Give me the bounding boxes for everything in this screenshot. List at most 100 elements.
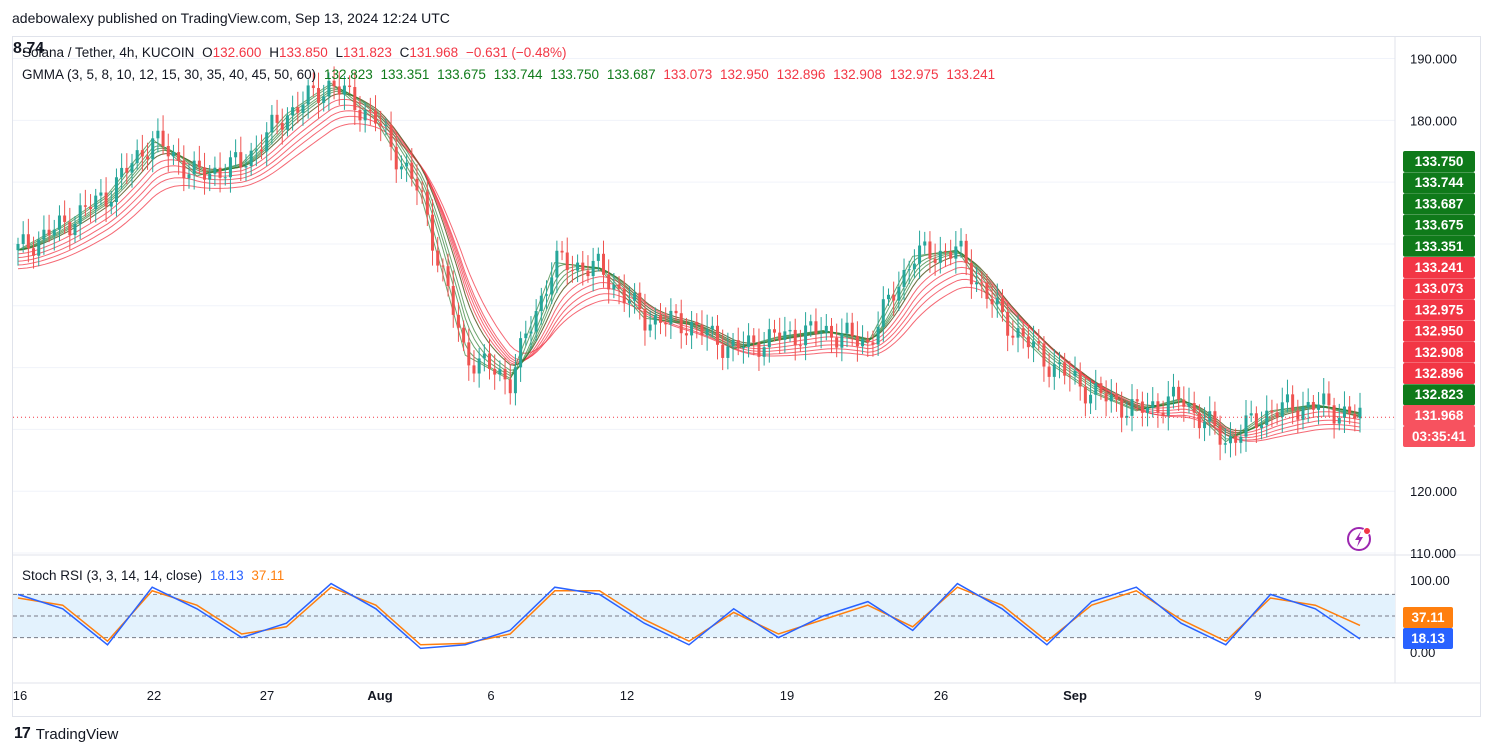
gmma-short-line: [17, 93, 1361, 432]
gmma-long-value: 132.950: [720, 67, 769, 82]
candle-body: [249, 150, 253, 167]
gmma-long-line: [17, 104, 1361, 436]
candle-body: [197, 160, 201, 168]
candle-body: [1094, 383, 1098, 395]
candle-body: [1337, 417, 1341, 424]
candle-body: [757, 342, 761, 357]
candle-body: [1073, 370, 1077, 377]
high-label: H: [269, 45, 279, 60]
candle-body: [94, 195, 98, 210]
candle-body: [576, 262, 580, 271]
candle-body: [902, 269, 906, 287]
candle-body: [772, 329, 776, 333]
rsi-k-value: 18.13: [209, 568, 244, 583]
candle-body: [1182, 399, 1186, 407]
candle-body: [809, 321, 813, 326]
rsi-k-line: [17, 582, 1361, 650]
publisher-line: adebowalexy published on TradingView.com…: [12, 10, 450, 26]
candle-body: [850, 322, 854, 337]
candle-body: [581, 262, 585, 271]
low-label: L: [335, 45, 344, 60]
candle-body: [897, 286, 901, 301]
candle-body: [57, 215, 61, 230]
candle-body: [353, 87, 357, 110]
tradingview-logo[interactable]: 17 TradingView: [14, 725, 118, 743]
candle-body: [171, 152, 175, 157]
candle-body: [1358, 407, 1362, 419]
candle-body: [275, 114, 279, 123]
time-tick-label: 16: [13, 688, 27, 703]
candle-body: [1135, 399, 1139, 402]
price-badge: 133.351: [1415, 239, 1464, 254]
candle-body: [1254, 413, 1258, 428]
gmma-short-value: 133.675: [437, 67, 486, 82]
lightning-icon[interactable]: [1346, 525, 1374, 558]
candle-body: [1234, 436, 1238, 443]
candle-body: [617, 284, 621, 289]
candle-body: [16, 243, 20, 251]
candle-body: [109, 201, 113, 207]
gmma-legend[interactable]: GMMA (3, 5, 8, 10, 12, 15, 30, 35, 40, 4…: [22, 67, 999, 82]
candle-body: [1089, 394, 1093, 404]
candle-body: [736, 340, 740, 349]
time-tick-label: 12: [620, 688, 634, 703]
candle-body: [1052, 364, 1056, 377]
candle-body: [1140, 401, 1144, 413]
candle-body: [488, 353, 492, 369]
gmma-long-value: 133.073: [663, 67, 713, 82]
candle-body: [633, 292, 637, 301]
candle-body: [1161, 412, 1165, 416]
candle-body: [690, 322, 694, 336]
candle-body: [985, 282, 989, 299]
candle-body: [1171, 386, 1175, 397]
candle-body: [871, 342, 875, 345]
gmma-long-value: 133.241: [946, 67, 996, 82]
candle-body: [177, 152, 181, 161]
candle-body: [270, 114, 274, 133]
candle-body: [1021, 328, 1025, 337]
candle-body: [959, 240, 963, 247]
candle-body: [120, 167, 124, 178]
candle-body: [291, 107, 295, 116]
ohlc-legend: Solana / Tether, 4h, KUCOIN O132.600 H13…: [22, 45, 571, 60]
candle-body: [855, 336, 859, 347]
candle-body: [104, 192, 108, 207]
symbol-label[interactable]: Solana / Tether, 4h, KUCOIN: [22, 45, 195, 60]
countdown-badge: 03:35:41: [1412, 429, 1467, 444]
candle-body: [482, 353, 486, 359]
candle-body: [420, 190, 424, 192]
rsi-d-badge-bg: [1403, 607, 1453, 628]
gmma-short-value: 132.823: [323, 67, 373, 82]
candle-body: [296, 107, 300, 113]
candle-body: [410, 162, 414, 179]
rsi-legend[interactable]: Stoch RSI (3, 3, 14, 14, close) 18.13 37…: [22, 568, 288, 583]
candle-body: [1197, 412, 1201, 429]
rsi-tick-label: 100.00: [1410, 573, 1450, 588]
close-value: 131.968: [409, 45, 459, 60]
candle-body: [1166, 396, 1170, 416]
rsi-label: Stoch RSI (3, 3, 14, 14, close): [22, 568, 203, 583]
price-badge: 132.896: [1415, 366, 1464, 381]
candle-body: [306, 85, 310, 105]
candle-body: [135, 150, 139, 164]
candle-body: [814, 321, 818, 334]
tradingview-mark-icon: 17: [14, 725, 31, 742]
candle-body: [943, 250, 947, 252]
gmma-short-line: [17, 82, 1361, 443]
candle-body: [669, 310, 673, 325]
candle-body: [918, 245, 922, 264]
candle-body: [1332, 405, 1336, 424]
candle-body: [436, 250, 440, 266]
candle-body: [280, 122, 284, 130]
gmma-short-value: 133.744: [493, 67, 543, 82]
candle-body: [767, 329, 771, 348]
candle-body: [529, 331, 533, 334]
candle-body: [1353, 413, 1357, 419]
rsi-d-line: [17, 586, 1361, 646]
candle-body: [591, 260, 595, 277]
candle-body: [285, 115, 289, 130]
candle-body: [555, 250, 559, 278]
candle-body: [1114, 394, 1118, 400]
last-price-badge: 131.968: [1415, 408, 1464, 423]
